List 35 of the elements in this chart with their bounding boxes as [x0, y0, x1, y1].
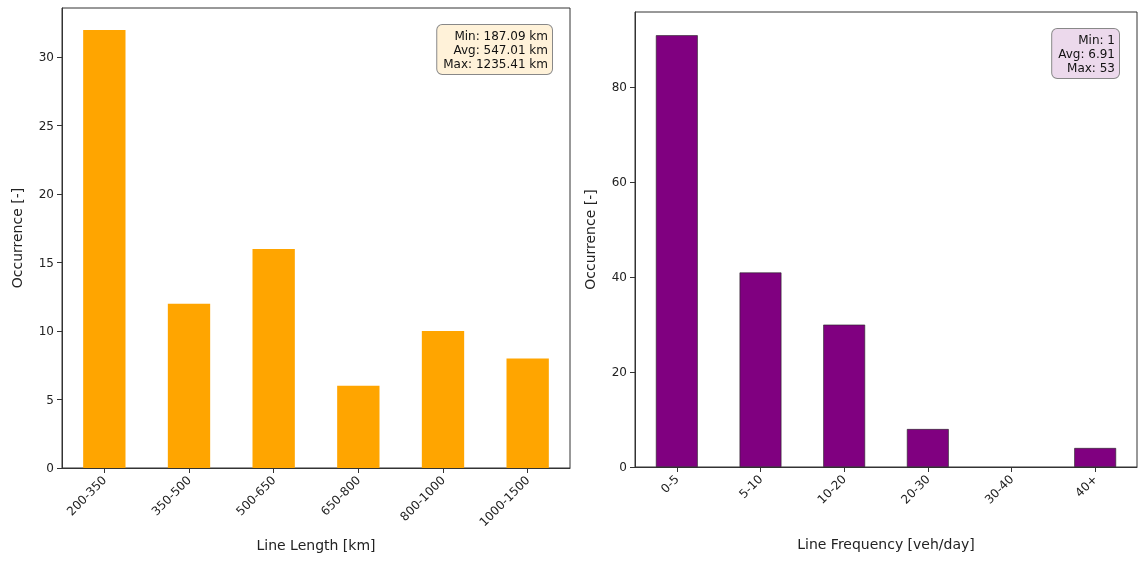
y-tick-label: 40	[611, 270, 627, 285]
annotation: Min: 187.09 km	[454, 29, 548, 43]
x-axis-title: Line Length [km]	[256, 537, 376, 553]
bar	[906, 429, 949, 467]
x-tick-label: 40+	[1072, 472, 1101, 500]
annotation: Min: 1	[1078, 33, 1115, 47]
y-axis-title: Occurrence [-]	[9, 187, 25, 289]
annotation: Avg: 547.01 km	[453, 43, 548, 57]
annotation: Max: 1235.41 km	[443, 57, 548, 71]
x-axis-title: Line Frequency [veh/day]	[797, 536, 975, 552]
y-tick-label: 5	[46, 392, 54, 407]
y-tick-label: 25	[38, 118, 54, 133]
y-tick-label: 0	[619, 460, 627, 474]
bar	[83, 29, 126, 468]
y-tick-label: 15	[38, 255, 54, 270]
bar	[506, 358, 549, 468]
y-tick-label: 30	[38, 50, 54, 65]
bar	[1074, 448, 1117, 467]
y-tick-label: 10	[38, 324, 54, 339]
bar	[167, 303, 211, 468]
annotation: Avg: 6.91	[1058, 47, 1115, 61]
bar	[655, 35, 698, 467]
y-tick-label: 0	[46, 461, 54, 475]
x-tick-label: 0-5	[658, 472, 682, 496]
bar	[337, 385, 380, 468]
y-tick-label: 80	[611, 80, 627, 95]
bar	[421, 331, 465, 468]
y-tick-label: 20	[611, 365, 627, 380]
y-tick-label: 60	[611, 175, 627, 190]
annotation: Max: 53	[1067, 61, 1115, 75]
bar	[739, 272, 782, 467]
y-tick-label: 20	[38, 187, 54, 202]
y-axis-title: Occurrence [-]	[582, 189, 598, 290]
bar	[252, 248, 295, 468]
bar	[823, 324, 866, 467]
